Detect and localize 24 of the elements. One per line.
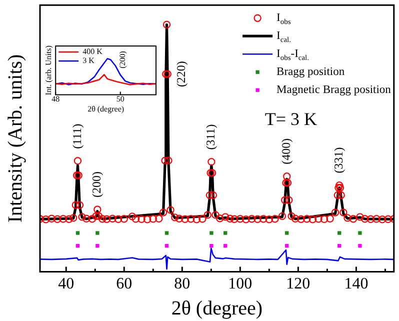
x-tick-label: 80 — [174, 276, 190, 293]
x-tick-label: 100 — [228, 276, 252, 293]
annotation: (331) — [332, 147, 346, 174]
x-axis-title: 2θ (degree) — [88, 104, 124, 114]
annotation: (311) — [204, 124, 218, 150]
legend-label: 3 K — [82, 56, 95, 66]
x-axis-title: 2θ (degree) — [171, 297, 263, 320]
x-tick-label: 60 — [116, 276, 132, 293]
y-axis-title: Intensity (Arb. units) — [4, 54, 26, 223]
legend-label: Magnetic Bragg position — [276, 84, 392, 96]
y-axis-title: Int. (arb. Units) — [44, 45, 53, 96]
x-tick-label: 48 — [52, 94, 60, 104]
legend-label: 400 K — [82, 47, 103, 56]
annotation: (111) — [70, 124, 84, 149]
annotation: (400) — [279, 138, 294, 164]
legend-label: Bragg position — [276, 66, 345, 78]
annotation: (200) — [90, 172, 104, 198]
x-tick-label: 50 — [116, 94, 124, 104]
x-tick-label: 120 — [286, 276, 310, 293]
x-tick-label: 40 — [58, 276, 74, 293]
annotation: T= 3 K — [264, 108, 317, 129]
annotation: (220) — [174, 61, 188, 88]
annotation: (200) — [118, 50, 127, 68]
x-tick-label: 140 — [344, 276, 368, 293]
